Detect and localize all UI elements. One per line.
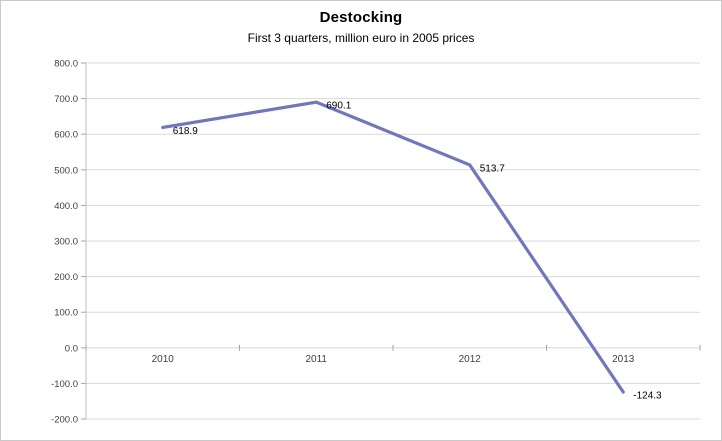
y-axis-label: 100.0: [54, 308, 78, 319]
x-axis-label: 2013: [612, 354, 635, 365]
y-axis-label: 300.0: [54, 237, 78, 248]
x-axis-label: 2012: [459, 354, 482, 365]
y-axis-label: 800.0: [54, 59, 78, 70]
chart-title: Destocking: [319, 9, 403, 26]
y-axis-label: 0.0: [65, 343, 78, 354]
data-label: 513.7: [480, 163, 505, 174]
data-label: 690.1: [326, 101, 351, 112]
y-axis-label: 500.0: [54, 165, 78, 176]
y-axis-label: -200.0: [51, 415, 78, 426]
x-axis-label: 2010: [152, 354, 175, 365]
x-axis-label: 2011: [305, 354, 327, 365]
y-axis-label: -100.0: [51, 379, 78, 390]
y-axis-label: 600.0: [54, 130, 78, 141]
y-axis-label: 700.0: [54, 94, 78, 105]
series-line: [161, 100, 625, 394]
chart-subtitle: First 3 quarters, million euro in 2005 p…: [247, 31, 475, 45]
y-axis-label: 400.0: [54, 201, 78, 212]
data-label: -124.3: [633, 391, 662, 402]
data-label: 618.9: [173, 126, 198, 137]
y-axis-label: 200.0: [54, 272, 78, 283]
